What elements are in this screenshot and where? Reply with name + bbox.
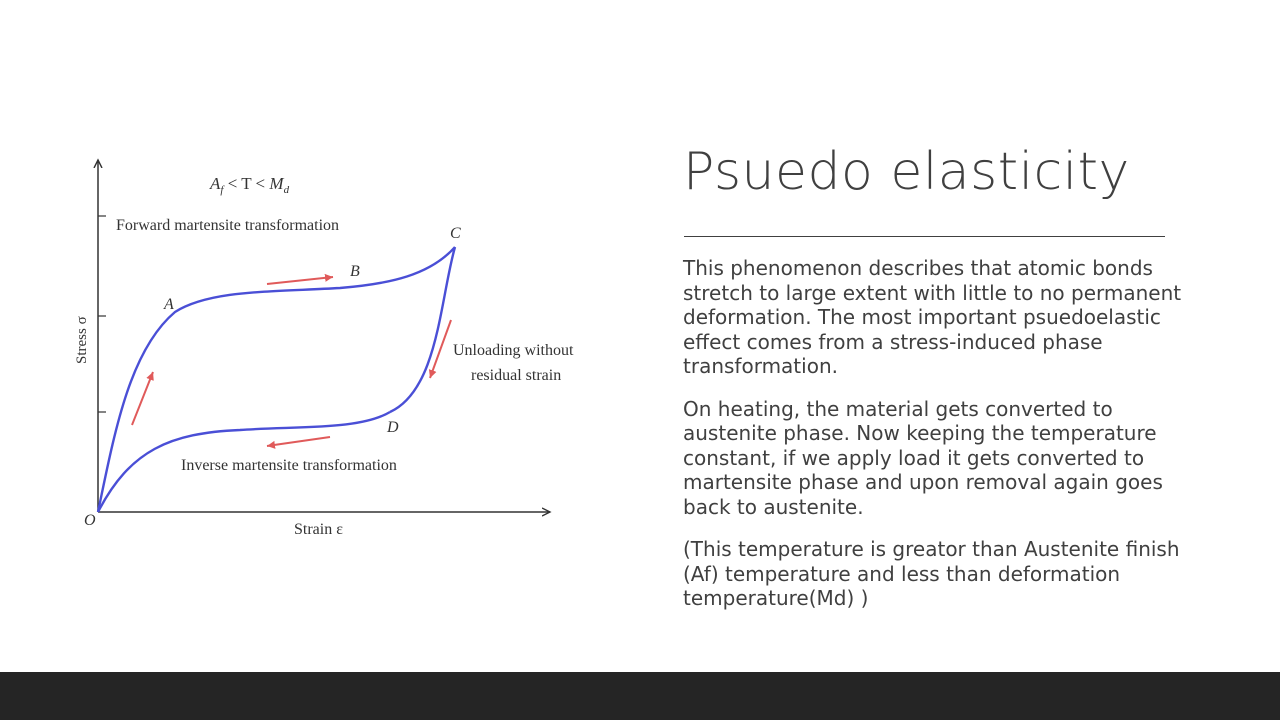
slide-title: Psuedo elasticity [683,142,1130,202]
point-label-b: B [350,263,360,280]
paragraph-heating: On heating, the material gets converted … [683,396,1163,519]
loading-curve [96,246,456,513]
point-label-c: C [450,225,461,242]
arrow-forward [266,273,334,285]
title-divider [684,236,1165,237]
paragraph-temperature-note: (This temperature is greator than Austen… [683,537,1180,610]
x-axis-label: Strain ε [294,521,343,538]
pseudoelasticity-diagram: Af < T < Md Forward martensite transform… [60,150,580,550]
inverse-transformation-curve [96,410,391,513]
point-label-a: A [163,296,174,313]
slide: Af < T < Md Forward martensite transform… [60,142,1203,629]
footer-bar [0,672,1280,720]
slide-body: This phenomenon describes that atomic bo… [683,256,1203,629]
point-label-d: D [386,419,399,436]
inverse-transformation-label: Inverse martensite transformation [181,457,397,474]
paragraph-definition: This phenomenon describes that atomic bo… [683,256,1182,378]
diagram-svg: Af < T < Md Forward martensite transform… [74,150,574,538]
arrow-loading [131,371,154,426]
arrow-unloading [428,319,452,379]
point-label-origin: O [84,512,96,529]
unloading-label-line2: residual strain [471,367,561,384]
temperature-condition: Af < T < Md [209,174,290,196]
y-axis-label: Stress σ [74,316,90,364]
forward-transformation-label: Forward martensite transformation [116,217,339,234]
unloading-label-line1: Unloading without [453,342,574,359]
unloading-curve [389,246,457,414]
arrow-inverse [266,436,331,449]
